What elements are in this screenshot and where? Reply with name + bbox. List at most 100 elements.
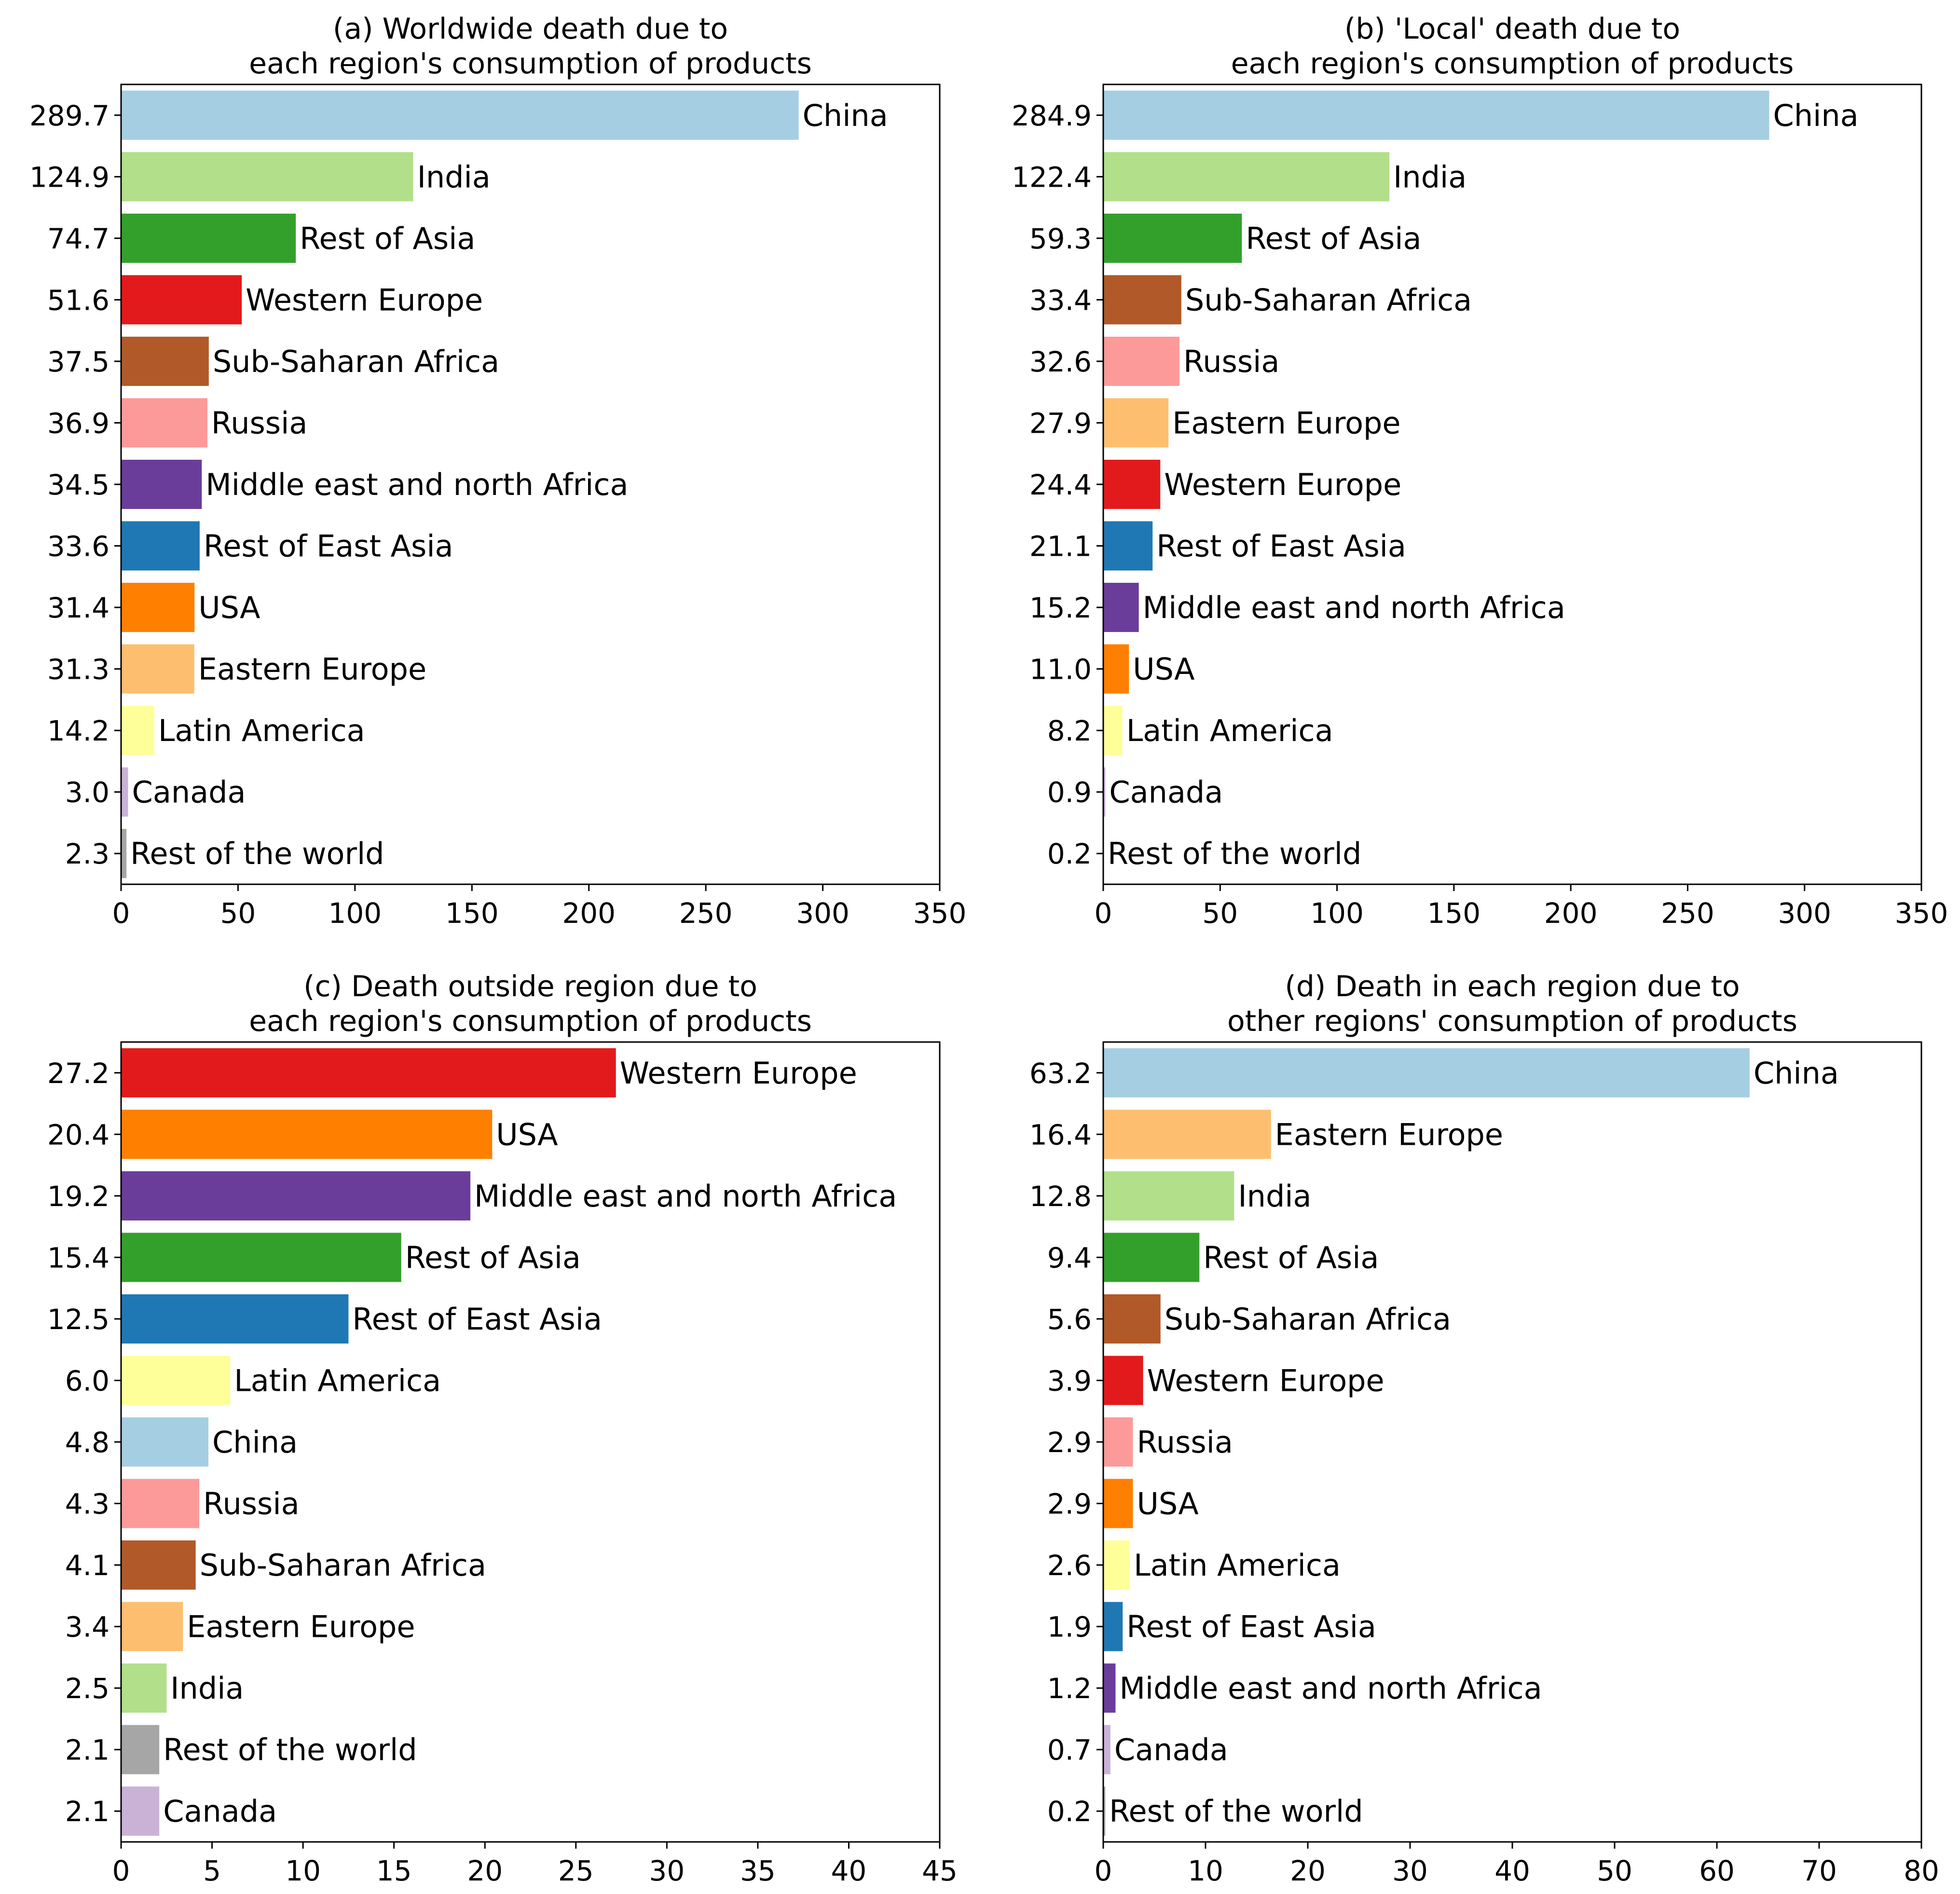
panel-c-category-label-11: Rest of the world — [163, 1732, 417, 1768]
panel-a-bar-7 — [121, 521, 200, 571]
panel-a-bar-6 — [121, 459, 202, 509]
panel-d-category-label-4: Sub-Saharan Africa — [1165, 1302, 1451, 1337]
panel-a-ytick-label-12: 2.3 — [65, 837, 110, 870]
panel-d-category-label-1: Eastern Europe — [1275, 1117, 1503, 1152]
panel-b-xtick-label-3: 150 — [1427, 897, 1480, 930]
panel-d-xtick-label-3: 30 — [1392, 1854, 1428, 1887]
panel-b-xtick-label-5: 250 — [1661, 897, 1714, 930]
panel-d-title-line-2: other regions' consumption of products — [1227, 1004, 1797, 1038]
panel-a-category-label-12: Rest of the world — [130, 836, 384, 871]
panel-d-bar-5 — [1103, 1356, 1143, 1405]
panel-a-bar-12 — [121, 829, 127, 878]
panel-b-ytick-label-12: 0.2 — [1047, 837, 1092, 870]
panel-b-bar-11 — [1103, 767, 1106, 817]
panel-b-category-label-8: Middle east and north Africa — [1143, 590, 1565, 625]
panel-d-bar-12 — [1103, 1786, 1106, 1836]
panel-a-category-label-3: Western Europe — [246, 282, 483, 317]
panel-c-xtick-label-6: 30 — [649, 1854, 685, 1887]
panel-c-category-label-9: Eastern Europe — [187, 1609, 415, 1645]
panel-b-bar-2 — [1103, 213, 1242, 263]
panel-d-xtick-label-7: 70 — [1801, 1854, 1837, 1887]
panel-d-ytick-label-4: 5.6 — [1047, 1303, 1092, 1336]
panel-b-ytick-label-9: 11.0 — [1029, 653, 1092, 686]
panel-c-ytick-label-0: 27.2 — [47, 1057, 110, 1090]
panel-a-xtick-label-3: 150 — [445, 897, 499, 930]
panel-b-category-label-6: Western Europe — [1164, 467, 1401, 502]
panel-d-category-label-12: Rest of the world — [1109, 1794, 1363, 1829]
panel-d-ytick-label-1: 16.4 — [1029, 1118, 1092, 1151]
panel-a-category-label-1: India — [417, 159, 491, 194]
panel-c-ytick-label-4: 12.5 — [47, 1303, 110, 1336]
panel-d-axes-frame — [1102, 1041, 1922, 1843]
panel-b-bar-8 — [1103, 583, 1139, 632]
panel-c-xtick-label-3: 15 — [376, 1854, 412, 1887]
panel-c-ytick-label-7: 4.3 — [65, 1488, 110, 1521]
panel-b-xtick-label-7: 350 — [1895, 897, 1948, 930]
panel-c-ytick-label-2: 19.2 — [47, 1180, 110, 1213]
panel-c-ytick-label-6: 4.8 — [65, 1426, 110, 1459]
panel-b-bar-6 — [1103, 459, 1161, 509]
panel-a-ytick-label-4: 37.5 — [47, 345, 110, 378]
panel-c-xtick-label-1: 5 — [203, 1854, 221, 1887]
panel-b-category-label-4: Russia — [1183, 344, 1279, 379]
panel-d-category-label-5: Western Europe — [1147, 1363, 1384, 1398]
panel-b-bar-5 — [1103, 398, 1169, 448]
panel-c-category-label-8: Sub-Saharan Africa — [200, 1548, 486, 1583]
panel-a-category-label-7: Rest of East Asia — [204, 529, 453, 564]
panel-c-category-label-12: Canada — [163, 1794, 277, 1829]
panel-b-ytick-label-2: 59.3 — [1029, 222, 1092, 255]
panel-a-bar-10 — [121, 706, 154, 755]
panel-a-ytick-label-10: 14.2 — [47, 714, 110, 747]
panel-a-ytick-label-2: 74.7 — [47, 222, 110, 255]
panel-a-xtick-label-6: 300 — [796, 897, 850, 930]
panel-b-ytick-label-7: 21.1 — [1029, 530, 1092, 563]
panel-c-xtick-label-2: 10 — [285, 1854, 321, 1887]
panel-c-category-label-7: Russia — [203, 1486, 299, 1522]
panel-d-bar-2 — [1103, 1171, 1234, 1221]
panel-d-bar-6 — [1103, 1417, 1133, 1467]
panel-c-category-label-3: Rest of Asia — [405, 1240, 581, 1275]
panel-a-ytick-label-9: 31.3 — [47, 653, 110, 686]
panel-c-bar-6 — [121, 1417, 209, 1467]
panel-d-ytick-label-7: 2.9 — [1047, 1488, 1092, 1521]
panel-a-bar-9 — [121, 644, 194, 694]
panel-a-category-label-6: Middle east and north Africa — [206, 467, 628, 502]
panel-d-ytick-label-3: 9.4 — [1047, 1241, 1092, 1274]
panel-d-xtick-label-5: 50 — [1597, 1854, 1632, 1887]
panel-c-bar-2 — [121, 1171, 471, 1221]
panel-c-category-label-5: Latin America — [234, 1363, 441, 1398]
panel-d-category-label-6: Russia — [1137, 1425, 1233, 1460]
panel-b-xtick-label-2: 100 — [1310, 897, 1364, 930]
panel-b-ytick-label-3: 33.4 — [1029, 284, 1092, 316]
panel-a-ytick-label-8: 31.4 — [47, 591, 110, 624]
panel-c-category-label-2: Middle east and north Africa — [474, 1179, 897, 1214]
panel-a-title-line-1: (a) Worldwide death due to — [333, 12, 728, 46]
panel-c-bar-7 — [121, 1479, 200, 1528]
panel-a-ytick-label-1: 124.9 — [29, 161, 110, 193]
panel-d-xtick-label-2: 20 — [1290, 1854, 1326, 1887]
panel-a-ytick-label-11: 3.0 — [65, 776, 110, 809]
panel-d-category-label-7: USA — [1137, 1486, 1198, 1522]
panel-d-category-label-0: China — [1754, 1056, 1839, 1091]
panel-b-title-line-1: (b) 'Local' death due to — [1344, 12, 1680, 46]
panel-a-bar-11 — [121, 767, 128, 817]
panel-d-bar-9 — [1103, 1602, 1123, 1651]
panel-a-ytick-label-6: 34.5 — [47, 468, 110, 501]
panel-c-category-label-0: Western Europe — [620, 1056, 857, 1091]
panel-d-ytick-label-6: 2.9 — [1047, 1426, 1092, 1459]
panel-c-title-line-2: each region's consumption of products — [249, 1004, 812, 1038]
panel-a-bar-1 — [121, 152, 413, 202]
panel-c-category-label-10: India — [170, 1671, 244, 1706]
panel-a-ytick-label-7: 33.6 — [47, 530, 110, 563]
panel-c-xtick-label-8: 40 — [831, 1854, 867, 1887]
panel-b-category-label-10: Latin America — [1126, 713, 1333, 748]
panel-c-xtick-label-9: 45 — [922, 1854, 958, 1887]
panel-c-category-label-6: China — [212, 1425, 298, 1460]
panel-c-bar-9 — [121, 1602, 183, 1651]
panel-a-ytick-label-0: 289.7 — [29, 99, 110, 132]
panel-b-category-label-0: China — [1773, 98, 1859, 133]
panel-c-bar-0 — [121, 1048, 616, 1098]
